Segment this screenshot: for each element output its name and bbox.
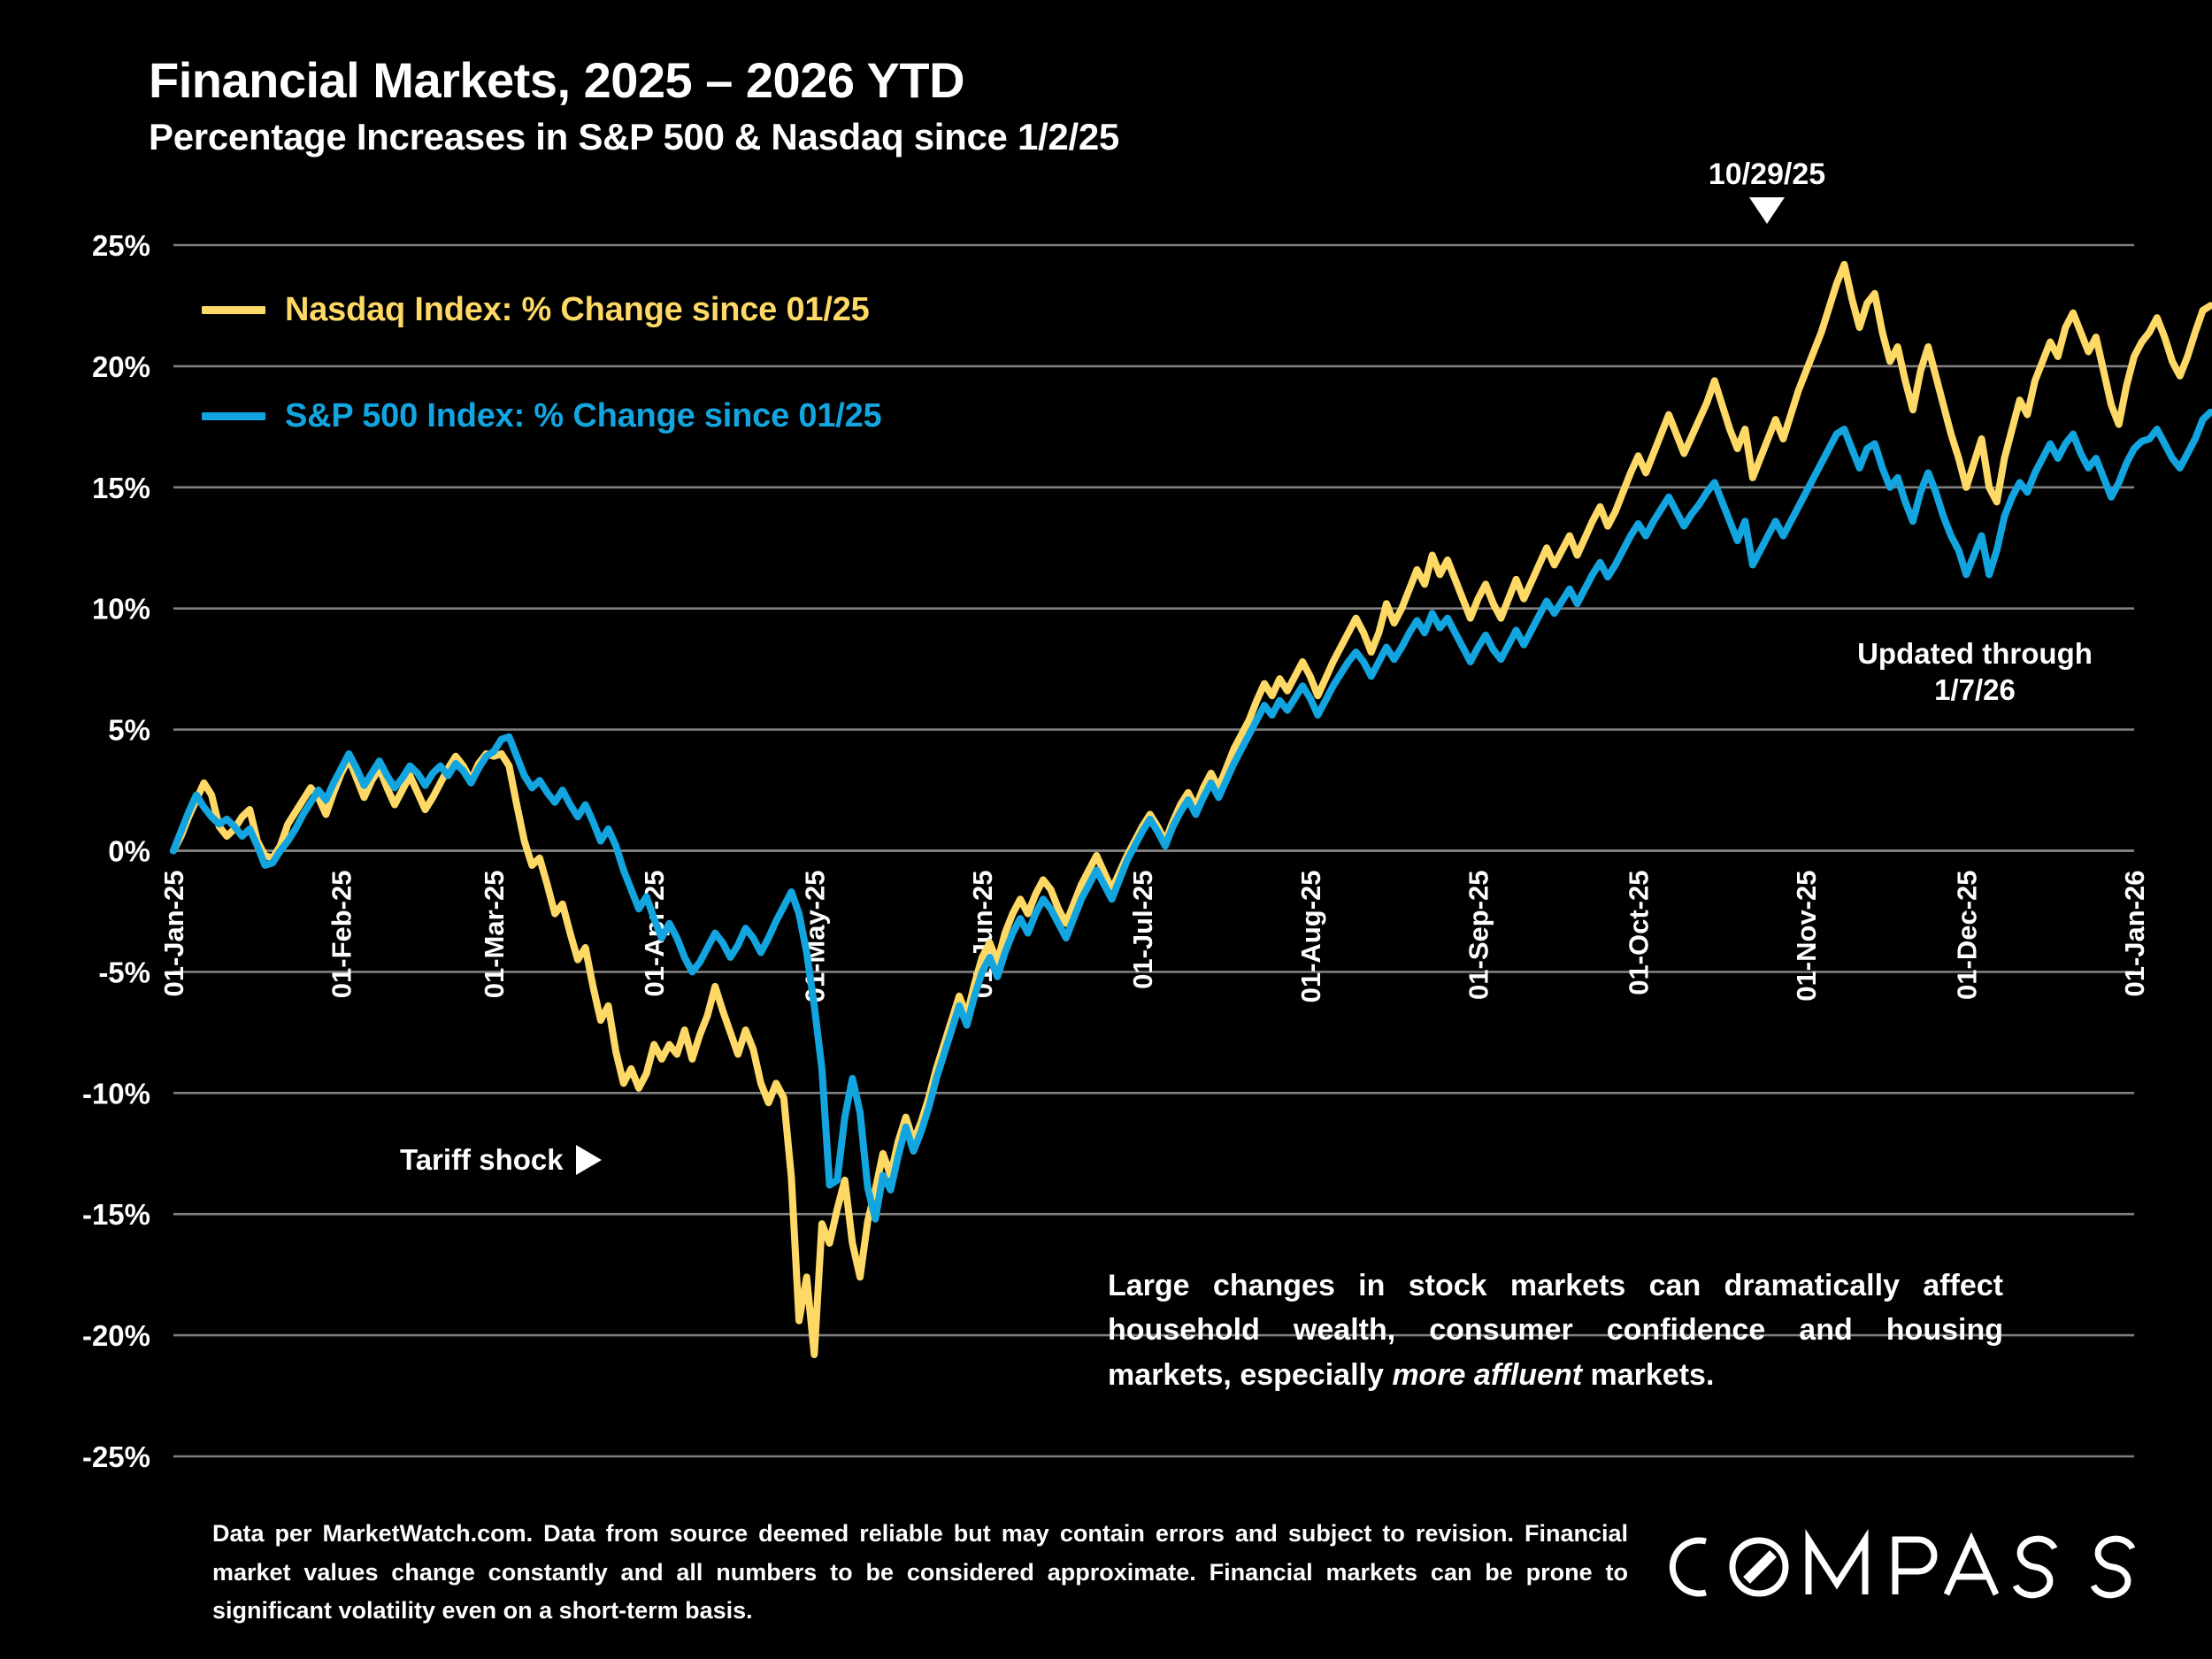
legend-item-sp500[interactable]: S&P 500 Index: % Change since 01/25 xyxy=(202,391,998,441)
y-axis-tick-label: 10% xyxy=(92,593,150,626)
x-axis-tick-label: 01-Nov-25 xyxy=(1791,871,1822,1002)
x-axis-tick-label: 01-Sep-25 xyxy=(1463,871,1494,1000)
tariff-shock-annotation: Tariff shock xyxy=(400,1143,602,1177)
chart-y-axis-labels: 25% 20% 15% 10% 5% 0% -5% -10% -15% -20% -25% xyxy=(82,229,150,1473)
legend-swatch-sp500 xyxy=(202,411,265,420)
y-axis-tick-label: 25% xyxy=(92,229,150,262)
series-line xyxy=(170,408,2212,1223)
peak-date-label: 10/29/25 xyxy=(1708,157,1826,191)
callout-part2: markets. xyxy=(1582,1357,1715,1392)
compass-logo xyxy=(1669,1529,2136,1599)
y-axis-tick-label: 15% xyxy=(92,472,150,504)
updated-through-label: Updated through xyxy=(1857,637,2093,670)
peak-date-annotation: 10/29/25 xyxy=(1656,157,1878,224)
chart-legend: Nasdaq Index: % Change since 01/25 S&P 5… xyxy=(202,285,998,441)
legend-label-nasdaq: Nasdaq Index: % Change since 01/25 xyxy=(285,290,870,328)
callout-paragraph: Large changes in stock markets can drama… xyxy=(1108,1263,2003,1397)
y-axis-tick-label: 20% xyxy=(92,350,150,383)
y-axis-tick-label: 5% xyxy=(108,714,150,747)
chart-gridlines xyxy=(173,243,2134,1458)
x-axis-tick-label: 01-Feb-25 xyxy=(326,871,357,999)
x-axis-tick-label: 01-Aug-25 xyxy=(1295,871,1326,1003)
x-axis-tick-label: 01-Jan-26 xyxy=(2119,871,2150,997)
chart-series-lines xyxy=(170,260,2212,1359)
y-axis-tick-label: -25% xyxy=(82,1440,150,1473)
legend-label-sp500: S&P 500 Index: % Change since 01/25 xyxy=(285,396,882,434)
y-axis-tick-label: 0% xyxy=(108,835,150,868)
y-axis-tick-label: -5% xyxy=(98,956,150,988)
legend-item-nasdaq[interactable]: Nasdaq Index: % Change since 01/25 xyxy=(202,285,998,334)
right-triangle-icon xyxy=(575,1145,602,1175)
chart-x-axis-labels: 01-Jan-25 01-Feb-25 01-Mar-25 01-Apr-25 01-M… xyxy=(158,871,2150,1003)
title-block: Financial Markets, 2025 – 2026 YTD Perce… xyxy=(149,52,1653,158)
y-axis-tick-label: -20% xyxy=(82,1319,150,1352)
tariff-shock-label: Tariff shock xyxy=(400,1143,564,1176)
x-axis-tick-label: 01-Jul-25 xyxy=(1127,871,1158,989)
page-title: Financial Markets, 2025 – 2026 YTD xyxy=(149,52,965,108)
x-axis-tick-label: 01-Oct-25 xyxy=(1624,871,1655,995)
x-axis-tick-label: 01-Mar-25 xyxy=(479,871,510,999)
callout-part1: Large changes in stock markets can drama… xyxy=(1108,1269,2003,1392)
callout-emphasis: more affluent xyxy=(1392,1357,1583,1392)
legend-swatch-nasdaq xyxy=(202,305,265,314)
down-triangle-icon xyxy=(1749,197,1785,224)
y-axis-tick-label: -15% xyxy=(82,1198,150,1231)
footer-disclaimer: Data per MarketWatch.com. Data from sour… xyxy=(212,1520,1628,1624)
x-axis-tick-label: 01-Dec-25 xyxy=(1951,871,1982,1000)
updated-through-block: Updated through 1/7/26 xyxy=(1824,635,2125,709)
y-axis-tick-label: -10% xyxy=(82,1077,150,1110)
page-subtitle: Percentage Increases in S&P 500 & Nasdaq… xyxy=(149,115,1119,157)
updated-through-date: 1/7/26 xyxy=(1934,673,2016,707)
x-axis-tick-label: 01-Jan-25 xyxy=(158,871,189,997)
